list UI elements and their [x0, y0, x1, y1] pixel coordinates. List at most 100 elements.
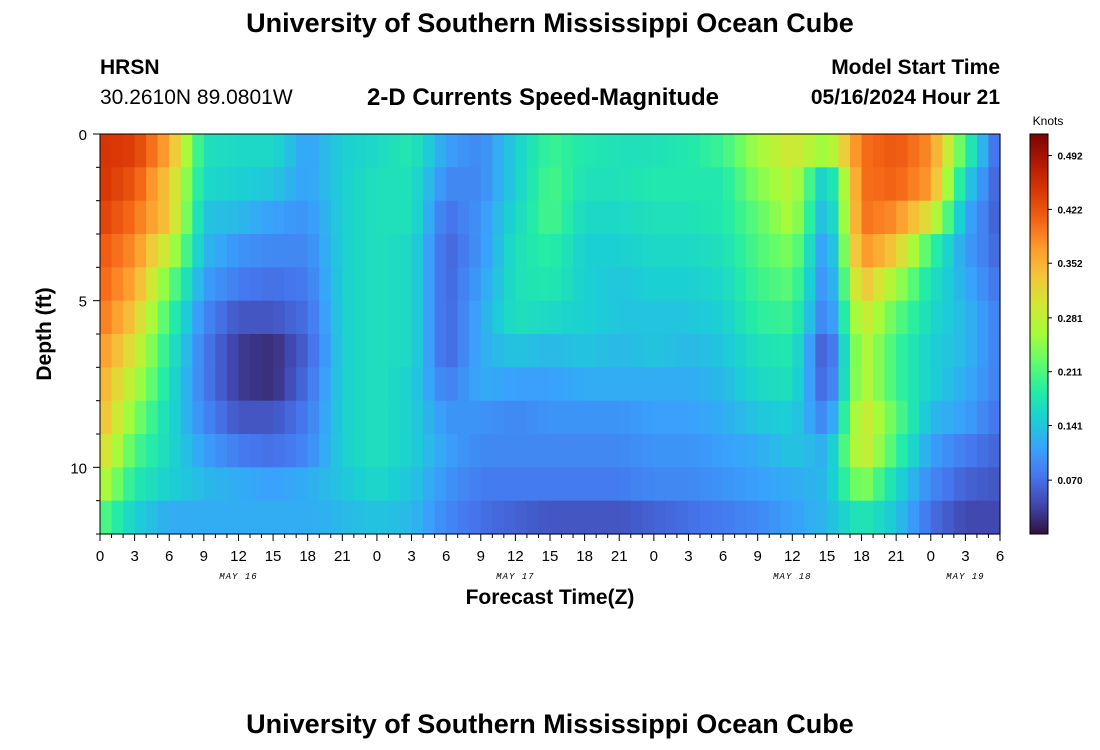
heatmap-cell: [942, 234, 955, 268]
heatmap-cell: [838, 500, 851, 535]
heatmap-cell: [273, 467, 286, 502]
heatmap-cell: [850, 334, 863, 368]
x-tick-label: 3: [130, 548, 138, 565]
heatmap-cell: [492, 134, 505, 168]
heatmap-cell: [134, 434, 147, 468]
heatmap-cell: [746, 434, 759, 468]
heatmap-cell: [826, 367, 840, 402]
heatmap-cell: [896, 367, 909, 402]
heatmap-cell: [353, 367, 366, 402]
heatmap-cell: [746, 400, 759, 435]
heatmap-cell: [457, 200, 470, 235]
heatmap-cell: [988, 134, 1001, 168]
heatmap-cell: [665, 334, 678, 368]
heatmap-cell: [953, 500, 966, 535]
heatmap-cell: [169, 234, 182, 268]
heatmap-cell: [942, 434, 955, 468]
x-tick-label: 9: [477, 548, 485, 565]
heatmap-cell: [434, 134, 447, 168]
heatmap-cell: [376, 267, 390, 302]
heatmap-cell: [873, 334, 886, 368]
heatmap-cell: [596, 500, 609, 535]
heatmap-cell: [469, 334, 482, 368]
heatmap-cell: [146, 167, 159, 202]
heatmap-cell: [953, 267, 966, 302]
heatmap-cell: [226, 500, 240, 535]
model-start-value: 05/16/2024 Hour 21: [810, 86, 1000, 109]
heatmap-cell: [342, 434, 355, 468]
heatmap-cell: [503, 134, 516, 168]
heatmap-cell: [457, 134, 470, 168]
heatmap-cell: [573, 234, 586, 268]
heatmap-cell: [284, 267, 297, 302]
heatmap-cell: [884, 467, 897, 502]
colorbar-tick-label: 0.211: [1058, 368, 1083, 379]
heatmap-cell: [907, 234, 920, 268]
heatmap-cell: [330, 500, 343, 535]
date-label: MAY 19: [946, 572, 984, 582]
heatmap-cell: [665, 300, 678, 335]
heatmap-cell: [457, 234, 470, 268]
heatmap-cell: [550, 367, 563, 402]
heatmap-cell: [965, 234, 978, 268]
heatmap-cell: [665, 500, 678, 535]
heatmap-cell: [388, 334, 401, 368]
heatmap-cell: [480, 334, 493, 368]
heatmap-cell: [503, 400, 516, 435]
heatmap-cell: [723, 467, 736, 502]
heatmap-cell: [757, 134, 770, 168]
heatmap-cell: [803, 167, 816, 202]
heatmap-cell: [307, 400, 320, 435]
heatmap-cell: [907, 300, 920, 335]
heatmap-cell: [573, 467, 586, 502]
heatmap-cell: [180, 167, 193, 202]
heatmap-cell: [134, 367, 147, 402]
heatmap-cell: [619, 434, 632, 468]
heatmap-cell: [423, 300, 436, 335]
heatmap-cell: [596, 434, 609, 468]
heatmap-cell: [492, 400, 505, 435]
heatmap-cell: [930, 134, 943, 168]
heatmap-cell: [919, 167, 932, 202]
heatmap-cell: [803, 334, 816, 368]
heatmap-cell: [734, 467, 747, 502]
heatmap-cell: [192, 134, 205, 168]
heatmap-cell: [480, 500, 493, 535]
heatmap-cell: [457, 434, 470, 468]
heatmap-cell: [215, 300, 228, 335]
heatmap-cell: [215, 500, 228, 535]
heatmap-cell: [896, 400, 909, 435]
heatmap-cell: [815, 400, 828, 435]
heatmap-cell: [769, 134, 782, 168]
heatmap-cell: [965, 267, 978, 302]
heatmap-cell: [480, 467, 493, 502]
heatmap-cell: [169, 167, 182, 202]
heatmap-cell: [100, 434, 113, 468]
heatmap-cell: [192, 200, 205, 235]
heatmap-cell: [526, 200, 540, 235]
heatmap-cell: [607, 267, 620, 302]
heatmap-cell: [423, 367, 436, 402]
heatmap-cell: [400, 234, 413, 268]
heatmap-cell: [215, 200, 228, 235]
heatmap-cell: [826, 434, 840, 468]
heatmap-cell: [953, 334, 966, 368]
heatmap-cell: [100, 300, 113, 335]
heatmap-cell: [584, 367, 597, 402]
heatmap-cell: [769, 200, 782, 235]
heatmap-cell: [688, 367, 701, 402]
heatmap-cell: [157, 434, 170, 468]
heatmap-cell: [607, 167, 620, 202]
heatmap-cell: [953, 234, 966, 268]
heatmap-cell: [711, 167, 724, 202]
heatmap-cell: [619, 300, 632, 335]
heatmap-cell: [319, 200, 332, 235]
heatmap-cell: [700, 367, 713, 402]
heatmap-cell: [850, 234, 863, 268]
heatmap-cell: [965, 167, 978, 202]
heatmap-cell: [919, 200, 932, 235]
heatmap-cell: [826, 500, 840, 535]
x-tick-label: 0: [650, 548, 658, 565]
heatmap-cell: [826, 134, 840, 168]
heatmap-cell: [642, 167, 655, 202]
